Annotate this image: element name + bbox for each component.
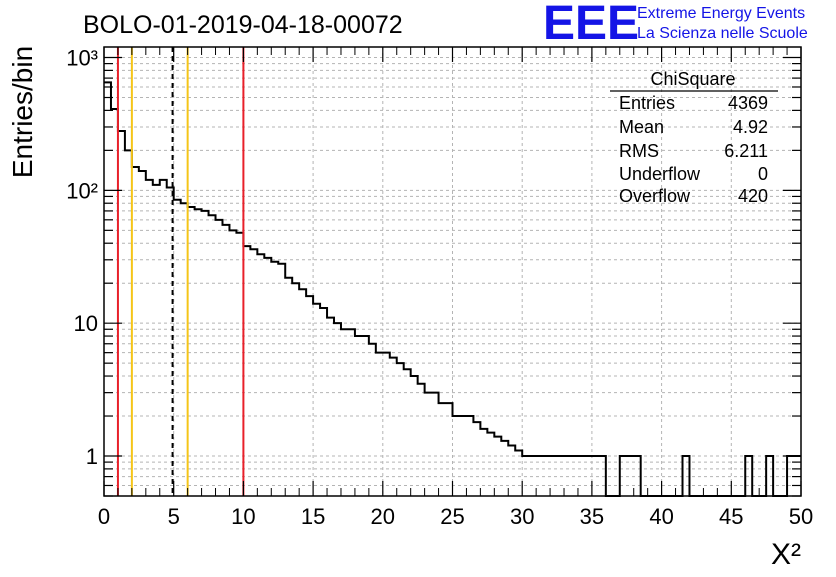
logo-line-1: Extreme Energy Events bbox=[637, 5, 805, 22]
stats-label: Underflow bbox=[619, 164, 701, 184]
eee-logo: EEE bbox=[543, 0, 639, 50]
stats-value: 4369 bbox=[728, 93, 768, 113]
x-tick-label: 25 bbox=[440, 504, 464, 529]
stats-label: Overflow bbox=[619, 186, 691, 206]
stats-value: 6.211 bbox=[724, 141, 768, 161]
stats-row-entries: Entries 4369 bbox=[619, 93, 768, 113]
x-tick-label: 30 bbox=[510, 504, 534, 529]
grid-layer bbox=[104, 47, 801, 497]
x-tick-label: 50 bbox=[789, 504, 813, 529]
x-tick-label: 15 bbox=[301, 504, 325, 529]
stats-value: 0 bbox=[758, 164, 768, 184]
x-tick-label: 0 bbox=[98, 504, 110, 529]
stats-value: 4.92 bbox=[733, 117, 768, 137]
stats-label: Entries bbox=[619, 93, 675, 113]
stats-title: ChiSquare bbox=[650, 69, 735, 89]
x-tick-label: 35 bbox=[580, 504, 604, 529]
y-tick-label: 10 bbox=[74, 311, 98, 336]
stats-row-mean: Mean 4.92 bbox=[619, 117, 768, 137]
y-tick-label: 1 bbox=[86, 444, 98, 469]
logo-line-2: La Scienza nelle Scuole bbox=[637, 25, 808, 42]
stats-label: Mean bbox=[619, 117, 664, 137]
stats-label: RMS bbox=[619, 141, 659, 161]
x-tick-label: 45 bbox=[719, 504, 743, 529]
x-tick-label: 40 bbox=[649, 504, 673, 529]
stats-row-overflow: Overflow 420 bbox=[619, 186, 768, 206]
stats-box: ChiSquare Entries 4369 Mean 4.92 RMS 6.2… bbox=[610, 69, 778, 206]
y-tick-label: 10² bbox=[66, 178, 98, 203]
x-tick-label: 5 bbox=[168, 504, 180, 529]
x-tick-label: 20 bbox=[371, 504, 395, 529]
tick-layer: 0 5 10 15 20 25 30 35 40 45 50 1 10 10² 10³ bbox=[66, 46, 813, 529]
chart-title: BOLO-01-2019-04-18-00072 bbox=[83, 11, 403, 39]
y-tick-label: 10³ bbox=[66, 46, 98, 71]
reference-lines-layer bbox=[116, 47, 245, 496]
stats-row-underflow: Underflow 0 bbox=[619, 164, 768, 184]
x-axis-label: X² bbox=[771, 538, 801, 571]
y-axis-label: Entries/bin bbox=[7, 46, 38, 178]
x-tick-label: 10 bbox=[231, 504, 255, 529]
stats-row-rms: RMS 6.211 bbox=[619, 141, 768, 161]
stats-value: 420 bbox=[738, 186, 768, 206]
